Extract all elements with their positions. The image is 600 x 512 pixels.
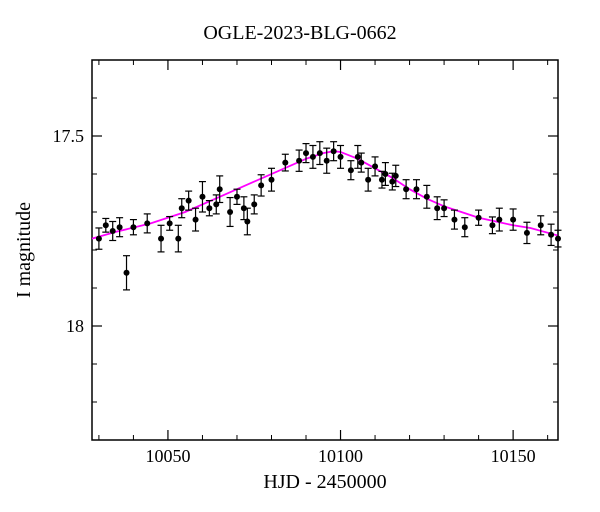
data-point	[217, 186, 223, 192]
data-point	[244, 219, 250, 225]
data-point	[434, 205, 440, 211]
data-point	[193, 217, 199, 223]
data-point	[524, 230, 530, 236]
data-point	[451, 217, 457, 223]
data-point	[338, 154, 344, 160]
x-tick-label: 10100	[318, 446, 363, 466]
data-point	[310, 154, 316, 160]
data-point	[489, 222, 495, 228]
data-point	[317, 150, 323, 156]
data-point	[296, 158, 302, 164]
data-point	[268, 177, 274, 183]
data-point	[179, 205, 185, 211]
data-point	[175, 236, 181, 242]
data-point	[186, 198, 192, 204]
data-point	[403, 186, 409, 192]
data-point	[117, 224, 123, 230]
data-point	[462, 224, 468, 230]
data-point	[555, 236, 561, 242]
data-point	[538, 222, 544, 228]
data-point	[324, 158, 330, 164]
y-tick-label: 18	[66, 316, 84, 336]
data-point	[303, 150, 309, 156]
data-point	[476, 215, 482, 221]
data-point	[382, 171, 388, 177]
data-point	[251, 201, 257, 207]
data-point	[358, 160, 364, 166]
chart-svg: 10050 10100 10150 17.5 18 HJD - 2450000 I magn…	[0, 0, 600, 512]
data-point	[365, 177, 371, 183]
data-point	[496, 217, 502, 223]
data-point	[548, 232, 554, 238]
data-point	[234, 194, 240, 200]
data-point	[424, 194, 430, 200]
data-point	[331, 148, 337, 154]
data-point	[167, 220, 173, 226]
data-point	[510, 217, 516, 223]
data-point	[258, 182, 264, 188]
data-point	[144, 220, 150, 226]
y-tick-label: 17.5	[53, 126, 85, 146]
data-point	[124, 270, 130, 276]
data-point	[96, 236, 102, 242]
x-tick-label: 10050	[145, 446, 190, 466]
data-point	[110, 228, 116, 234]
data-point	[413, 186, 419, 192]
chart-container: OGLE-2023-BLG-0662 10050101001015017.518…	[0, 0, 600, 512]
x-axis-label: HJD - 2450000	[263, 471, 386, 493]
y-axis-label: I magnitude	[13, 202, 35, 298]
data-point	[282, 160, 288, 166]
data-point	[379, 177, 385, 183]
data-point	[206, 205, 212, 211]
data-point	[348, 167, 354, 173]
data-point	[103, 222, 109, 228]
data-point	[393, 173, 399, 179]
data-point	[372, 163, 378, 169]
data-point	[389, 179, 395, 185]
data-point	[130, 224, 136, 230]
data-point	[355, 154, 361, 160]
data-point	[199, 194, 205, 200]
data-point	[441, 205, 447, 211]
data-point	[158, 236, 164, 242]
x-tick-label: 10150	[491, 446, 536, 466]
data-point	[227, 209, 233, 215]
